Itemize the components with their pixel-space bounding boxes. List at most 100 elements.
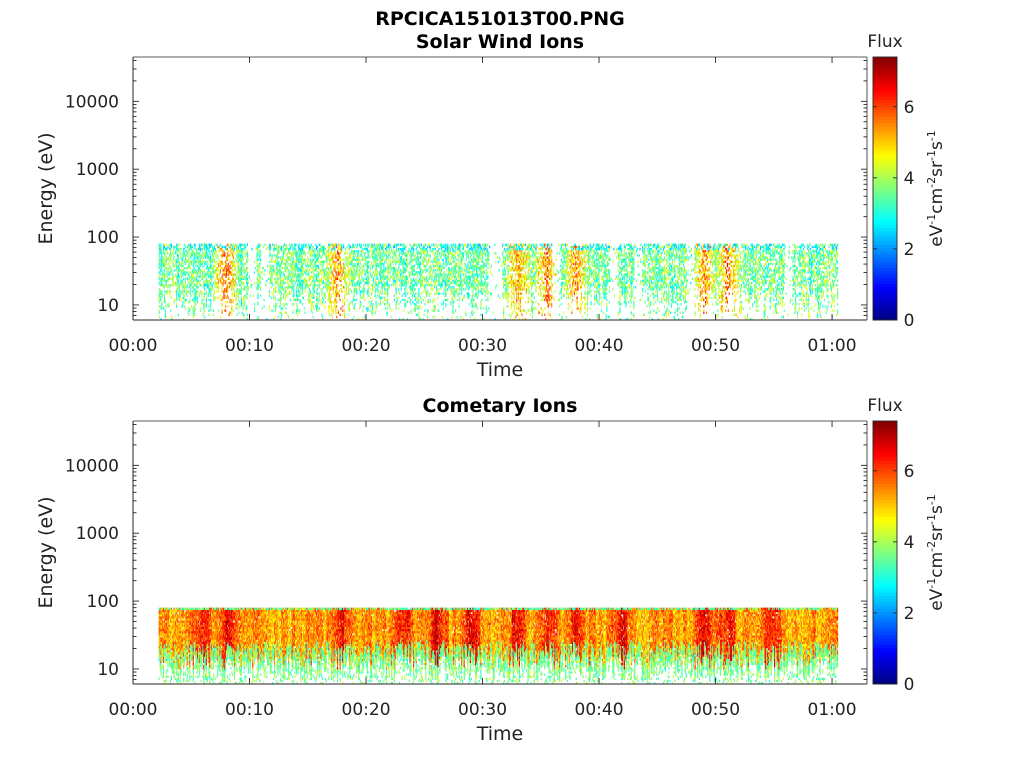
heatmap-cell	[247, 314, 248, 316]
heatmap-cell	[306, 280, 307, 282]
heatmap-cell	[355, 275, 356, 277]
heatmap-cell	[320, 299, 321, 301]
heatmap-cell	[388, 299, 389, 301]
heatmap-cell	[200, 250, 201, 252]
heatmap-cell	[214, 246, 215, 248]
heatmap-cell	[415, 297, 416, 299]
heatmap-cell	[441, 267, 442, 269]
heatmap-cell	[451, 278, 452, 280]
heatmap-cell	[234, 290, 235, 292]
heatmap-cell	[330, 297, 331, 299]
heatmap-cell	[310, 248, 311, 250]
heatmap-cell	[285, 248, 286, 250]
heatmap-cell	[289, 271, 290, 273]
heatmap-cell	[325, 305, 326, 307]
heatmap-cell	[199, 244, 200, 246]
heatmap-cell	[193, 250, 194, 252]
heatmap-cell	[405, 286, 406, 288]
heatmap-cell	[431, 269, 432, 271]
heatmap-cell	[318, 275, 319, 277]
heatmap-cell	[385, 307, 386, 309]
heatmap-cell	[206, 278, 207, 280]
heatmap-cell	[335, 290, 336, 292]
heatmap-cell	[215, 250, 216, 252]
heatmap-cell	[410, 303, 411, 305]
heatmap-cell	[345, 267, 346, 269]
heatmap-cell	[277, 282, 278, 284]
heatmap-cell	[369, 269, 370, 271]
heatmap-cell	[236, 284, 237, 286]
heatmap-cell	[379, 282, 380, 284]
heatmap-cell	[384, 286, 385, 288]
heatmap-cell	[378, 263, 379, 265]
heatmap-cell	[380, 299, 381, 301]
heatmap-cell	[312, 267, 313, 269]
heatmap-cell	[452, 290, 453, 292]
heatmap-cell	[413, 250, 414, 252]
heatmap-cell	[375, 254, 376, 256]
heatmap-cell	[196, 292, 197, 294]
heatmap-cell	[436, 278, 437, 280]
heatmap-cell	[182, 303, 183, 305]
heatmap-cell	[400, 278, 401, 280]
heatmap-cell	[210, 309, 211, 311]
heatmap-cell	[292, 254, 293, 256]
heatmap-cell	[437, 254, 438, 256]
heatmap-cell	[243, 316, 244, 318]
heatmap-cell	[317, 246, 318, 248]
heatmap-cell	[193, 263, 194, 265]
heatmap-cell	[181, 275, 182, 277]
heatmap-cell	[218, 259, 219, 261]
heatmap-cell	[308, 271, 309, 273]
heatmap-cell	[170, 256, 171, 258]
heatmap-cell	[463, 254, 464, 256]
heatmap-cell	[354, 254, 355, 256]
heatmap-cell	[220, 265, 221, 267]
heatmap-cell	[166, 316, 167, 318]
heatmap-cell	[472, 286, 473, 288]
heatmap-cell	[349, 271, 350, 273]
heatmap-cell	[169, 246, 170, 248]
heatmap-cell	[437, 269, 438, 271]
heatmap-cell	[271, 265, 272, 267]
heatmap-cell	[393, 284, 394, 286]
heatmap-cell	[325, 269, 326, 271]
heatmap-cell	[455, 244, 456, 246]
heatmap-cell	[453, 273, 454, 275]
heatmap-cell	[344, 290, 345, 292]
heatmap-cell	[278, 256, 279, 258]
heatmap-cell	[194, 267, 195, 269]
heatmap-cell	[356, 273, 357, 275]
heatmap-cell	[431, 278, 432, 280]
heatmap-cell	[319, 244, 320, 246]
heatmap-cell	[184, 267, 185, 269]
heatmap-cell	[354, 292, 355, 294]
heatmap-cell	[416, 280, 417, 282]
heatmap-cell	[376, 254, 377, 256]
heatmap-cell	[423, 299, 424, 301]
heatmap-cell	[396, 305, 397, 307]
heatmap-cell	[445, 295, 446, 297]
heatmap-cell	[417, 297, 418, 299]
heatmap-cell	[292, 244, 293, 246]
heatmap-cell	[451, 301, 452, 303]
heatmap-cell	[335, 280, 336, 282]
heatmap-cell	[250, 295, 251, 297]
heatmap-cell	[220, 263, 221, 265]
heatmap-cell	[397, 256, 398, 258]
heatmap-cell	[336, 273, 337, 275]
heatmap-cell	[468, 297, 469, 299]
heatmap-cell	[160, 250, 161, 252]
heatmap-cell	[194, 301, 195, 303]
heatmap-cell	[314, 280, 315, 282]
heatmap-cell	[180, 254, 181, 256]
heatmap-cell	[390, 261, 391, 263]
heatmap-cell	[399, 284, 400, 286]
heatmap-cell	[200, 284, 201, 286]
heatmap-cell	[200, 269, 201, 271]
heatmap-cell	[184, 290, 185, 292]
heatmap-cell	[324, 252, 325, 254]
heatmap-cell	[322, 316, 323, 318]
heatmap-cell	[405, 295, 406, 297]
heatmap-cell	[199, 292, 200, 294]
